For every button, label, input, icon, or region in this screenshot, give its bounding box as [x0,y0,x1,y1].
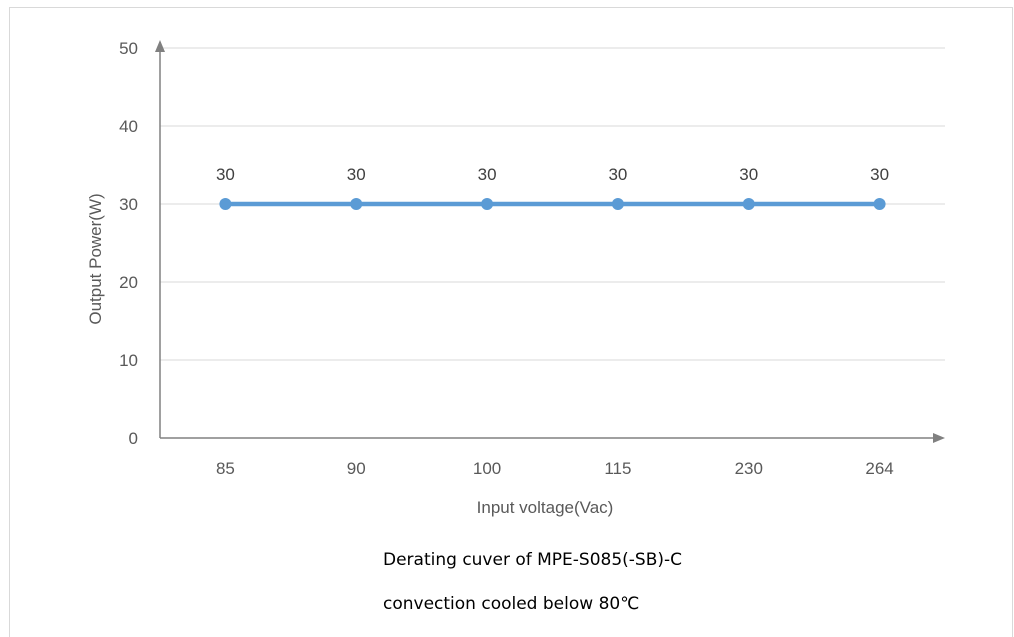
data-label: 30 [216,165,235,184]
y-tick-labels: 0 10 20 30 40 50 [119,39,138,448]
x-tick-label: 264 [865,459,893,478]
y-tick-label: 10 [119,351,138,370]
y-axis-arrow-icon [155,40,165,52]
data-point [742,198,755,210]
y-tick-label: 30 [119,195,138,214]
data-point [611,198,624,210]
x-axis-arrow-icon [933,433,945,443]
data-label: 30 [870,165,889,184]
x-tick-labels: 85 90 100 115 230 264 [216,459,894,478]
x-tick-label: 85 [216,459,235,478]
x-tick-label: 115 [604,459,631,478]
y-tick-label: 20 [119,273,138,292]
caption-line-2: convection cooled below 80℃ [383,594,640,614]
data-point [873,198,886,210]
chart-frame [9,7,1013,637]
data-label: 30 [739,165,758,184]
series [219,198,886,210]
data-point [481,198,494,210]
data-labels: 30 30 30 30 30 30 [216,165,889,184]
axes [155,40,945,443]
data-point [350,198,363,210]
x-axis-title: Input voltage(Vac) [477,498,614,517]
y-tick-label: 40 [119,117,138,136]
y-axis-title: Output Power(W) [86,193,105,324]
data-label: 30 [347,165,366,184]
data-point [219,198,232,210]
y-tick-label: 0 [129,429,138,448]
caption-line-1: Derating cuver of MPE-S085(-SB)-C [383,550,683,570]
x-tick-label: 230 [735,459,763,478]
data-label: 30 [478,165,497,184]
y-tick-label: 50 [119,39,138,58]
data-label: 30 [608,165,627,184]
x-tick-label: 100 [473,459,501,478]
x-tick-label: 90 [347,459,366,478]
